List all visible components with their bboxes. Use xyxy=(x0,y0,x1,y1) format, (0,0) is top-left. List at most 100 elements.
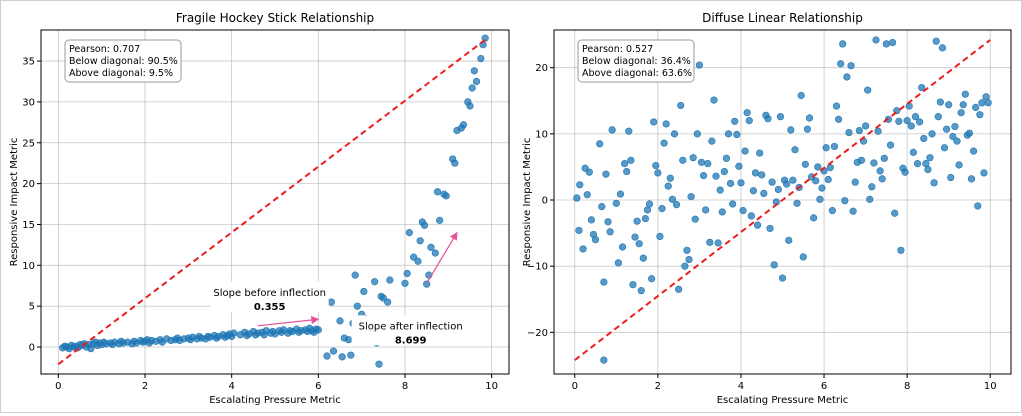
y-axis-label: Responsive Impact Metric xyxy=(9,138,20,267)
data-point xyxy=(662,120,670,128)
y-tick-label: 0 xyxy=(542,196,548,207)
data-point xyxy=(803,125,812,133)
x-tick-label: 10 xyxy=(485,381,498,392)
data-point xyxy=(751,169,760,177)
data-point xyxy=(909,148,917,156)
x-tick-label: 8 xyxy=(402,381,408,392)
data-point xyxy=(818,184,826,192)
data-point xyxy=(947,173,955,182)
data-point xyxy=(585,168,593,176)
data-point xyxy=(635,240,643,248)
data-point xyxy=(888,38,897,47)
stats-line: Above diagonal: 9.5% xyxy=(69,68,173,79)
data-point xyxy=(442,192,450,200)
data-point xyxy=(868,183,876,191)
data-point xyxy=(587,216,595,224)
data-point xyxy=(420,221,429,229)
y-tick-label: −20 xyxy=(527,328,548,339)
data-point xyxy=(360,287,368,296)
data-point xyxy=(886,141,895,149)
data-point xyxy=(749,187,758,195)
chart-title: Fragile Hockey Stick Relationship xyxy=(176,11,374,25)
data-point xyxy=(745,117,753,125)
data-point xyxy=(591,236,600,244)
data-point xyxy=(984,99,992,107)
data-point xyxy=(652,162,660,170)
data-point xyxy=(466,102,474,110)
data-point xyxy=(347,351,355,359)
scatter-series xyxy=(573,36,992,364)
data-point xyxy=(967,175,976,183)
data-point xyxy=(920,134,928,143)
data-point xyxy=(837,60,845,68)
data-point xyxy=(974,202,982,210)
data-point xyxy=(828,207,836,215)
data-point xyxy=(666,174,674,182)
data-point xyxy=(824,175,832,184)
data-point xyxy=(864,86,872,94)
data-point xyxy=(645,200,654,208)
data-point xyxy=(702,206,710,214)
data-point xyxy=(675,285,683,293)
data-point xyxy=(830,142,839,151)
data-point xyxy=(756,149,764,157)
data-point xyxy=(805,114,814,122)
data-point xyxy=(323,352,331,360)
data-point xyxy=(882,40,890,48)
y-tick-label: 20 xyxy=(535,63,548,74)
data-point xyxy=(614,259,622,267)
data-point xyxy=(681,262,689,270)
data-point xyxy=(951,122,959,131)
data-point xyxy=(401,279,409,287)
data-point xyxy=(579,245,587,253)
data-point xyxy=(612,199,620,207)
data-point xyxy=(930,179,938,187)
data-point xyxy=(608,126,616,134)
data-point xyxy=(945,101,953,109)
data-point xyxy=(793,199,801,207)
data-point xyxy=(913,160,922,168)
data-point xyxy=(849,207,857,215)
data-point xyxy=(573,194,581,202)
data-point xyxy=(787,126,795,134)
data-point xyxy=(764,115,772,123)
data-point xyxy=(654,169,662,177)
data-point xyxy=(778,274,787,282)
chart-title: Diffuse Linear Relationship xyxy=(702,11,863,25)
chart-2: 0 2 4 6 8 10 −20 −10 0 10 20 Diffuse Linear Relatio… xyxy=(522,11,1012,406)
y-tick-label: 35 xyxy=(22,57,35,68)
data-point xyxy=(901,168,909,176)
x-tick-label: 2 xyxy=(655,381,661,392)
data-point xyxy=(639,254,647,262)
data-point xyxy=(741,147,749,155)
data-point xyxy=(847,62,855,70)
data-point xyxy=(699,171,708,180)
stats-box xyxy=(64,39,182,83)
y-tick-label: 10 xyxy=(535,129,548,140)
data-point xyxy=(687,193,695,201)
data-point xyxy=(677,101,685,110)
data-point xyxy=(405,229,413,237)
data-point xyxy=(737,179,745,187)
stats-line: Pearson: 0.527 xyxy=(582,44,653,55)
data-point xyxy=(876,167,884,175)
data-point xyxy=(861,122,870,130)
data-point xyxy=(714,239,722,247)
data-point xyxy=(943,125,951,133)
data-point xyxy=(414,257,422,265)
stats-box xyxy=(577,39,695,83)
data-point xyxy=(866,195,874,203)
data-point xyxy=(600,356,608,364)
data-point xyxy=(718,208,726,216)
y-tick-label: 30 xyxy=(22,97,35,108)
data-point xyxy=(685,255,693,264)
data-point xyxy=(712,172,720,180)
data-point xyxy=(891,209,899,217)
data-point xyxy=(731,117,739,125)
y-tick-label: 0 xyxy=(29,343,35,354)
x-tick-label: 4 xyxy=(738,381,744,392)
data-point xyxy=(880,154,888,162)
data-point xyxy=(606,228,614,236)
annotation-box xyxy=(351,315,470,346)
